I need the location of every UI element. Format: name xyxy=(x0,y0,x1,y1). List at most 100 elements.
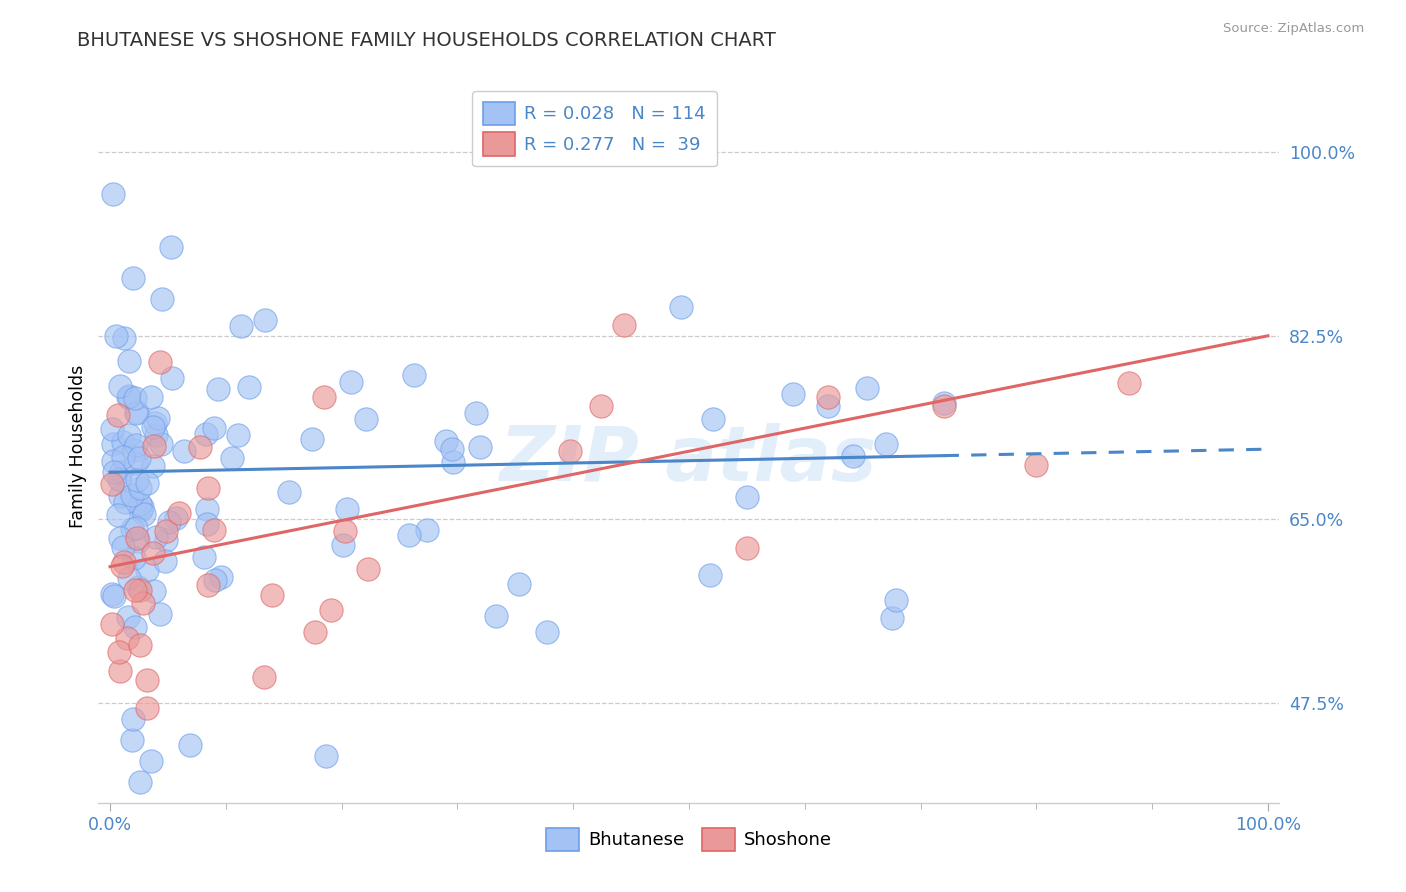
Point xyxy=(1118,376,1140,390)
Point xyxy=(238,380,260,394)
Point xyxy=(932,399,955,413)
Point xyxy=(841,449,863,463)
Point xyxy=(402,368,425,383)
Point xyxy=(468,440,491,454)
Point xyxy=(103,589,125,603)
Point xyxy=(142,459,165,474)
Point xyxy=(155,533,177,547)
Point xyxy=(141,391,163,405)
Point xyxy=(262,588,284,602)
Point xyxy=(613,318,636,333)
Point xyxy=(148,411,170,425)
Point xyxy=(101,422,124,436)
Point xyxy=(111,541,134,555)
Point xyxy=(558,443,581,458)
Point xyxy=(127,534,149,549)
Point xyxy=(103,187,125,202)
Point xyxy=(101,437,124,451)
Point xyxy=(1025,458,1047,473)
Point xyxy=(319,602,342,616)
Point xyxy=(122,271,145,285)
Point xyxy=(121,712,143,726)
Point xyxy=(121,522,143,536)
Point xyxy=(188,440,211,454)
Point xyxy=(131,503,153,517)
Point xyxy=(118,427,141,442)
Point xyxy=(124,442,146,457)
Point xyxy=(121,732,143,747)
Point xyxy=(333,524,356,539)
Point xyxy=(226,428,249,442)
Point xyxy=(101,477,124,491)
Point xyxy=(817,390,839,404)
Legend: Bhutanese, Shoshone: Bhutanese, Shoshone xyxy=(538,821,839,858)
Point xyxy=(129,497,152,511)
Point xyxy=(145,427,167,442)
Point xyxy=(229,318,252,333)
Point xyxy=(127,531,149,545)
Point xyxy=(702,411,724,425)
Point xyxy=(149,607,172,622)
Point xyxy=(589,400,612,414)
Point xyxy=(416,523,439,537)
Point xyxy=(197,481,219,495)
Point xyxy=(142,546,165,560)
Point xyxy=(129,482,152,496)
Point xyxy=(108,472,131,486)
Point xyxy=(354,412,377,426)
Point xyxy=(142,439,165,453)
Point xyxy=(197,501,219,516)
Point xyxy=(124,551,146,566)
Point xyxy=(101,454,124,468)
Point xyxy=(110,465,132,479)
Text: ZIP atlas: ZIP atlas xyxy=(501,424,877,497)
Point xyxy=(253,313,276,327)
Point xyxy=(107,508,129,522)
Point xyxy=(441,455,464,469)
Point xyxy=(111,558,134,573)
Point xyxy=(108,489,131,503)
Point xyxy=(193,549,215,564)
Point xyxy=(124,582,146,597)
Point xyxy=(118,571,141,585)
Point xyxy=(197,577,219,591)
Point xyxy=(875,437,897,451)
Point xyxy=(332,538,354,552)
Point xyxy=(121,488,143,502)
Point xyxy=(139,754,162,768)
Point xyxy=(856,381,879,395)
Point xyxy=(127,405,149,419)
Point xyxy=(117,389,139,403)
Y-axis label: Family Households: Family Households xyxy=(69,364,87,528)
Point xyxy=(143,583,166,598)
Point xyxy=(735,541,758,555)
Point xyxy=(101,617,124,632)
Point xyxy=(155,524,177,538)
Point xyxy=(124,407,146,421)
Point xyxy=(124,456,146,470)
Point xyxy=(465,406,488,420)
Point xyxy=(202,421,225,435)
Point xyxy=(125,438,148,452)
Point xyxy=(880,611,903,625)
Point xyxy=(669,300,692,314)
Text: BHUTANESE VS SHOSHONE FAMILY HOUSEHOLDS CORRELATION CHART: BHUTANESE VS SHOSHONE FAMILY HOUSEHOLDS … xyxy=(77,31,776,50)
Point xyxy=(315,748,337,763)
Point xyxy=(110,531,132,545)
Point xyxy=(207,383,229,397)
Point xyxy=(278,485,301,500)
Point xyxy=(128,583,150,598)
Point xyxy=(221,451,243,466)
Point xyxy=(314,390,336,404)
Point xyxy=(157,515,180,529)
Point xyxy=(117,632,139,646)
Point xyxy=(117,390,139,404)
Point xyxy=(136,476,159,491)
Point xyxy=(735,490,758,504)
Point xyxy=(209,570,232,584)
Point xyxy=(142,420,165,434)
Point xyxy=(101,587,124,601)
Point xyxy=(195,426,218,441)
Point xyxy=(179,738,201,752)
Point xyxy=(124,521,146,535)
